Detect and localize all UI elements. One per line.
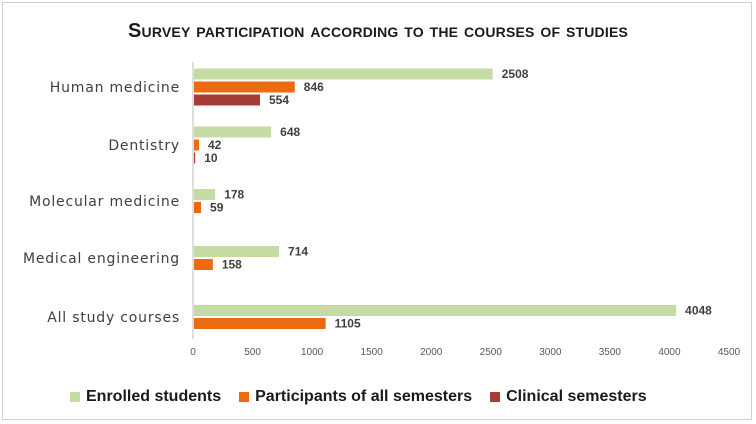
data-label: 158 bbox=[222, 258, 242, 272]
data-label: 59 bbox=[210, 201, 224, 215]
legend-item-enrolled: Enrolled students bbox=[70, 388, 221, 406]
x-tick-label: 3500 bbox=[599, 347, 622, 358]
data-label: 648 bbox=[280, 125, 300, 139]
data-label: 4048 bbox=[685, 304, 712, 318]
x-tick-label: 1000 bbox=[301, 347, 324, 358]
x-tick-label: 1500 bbox=[361, 347, 384, 358]
x-tick-label: 4500 bbox=[718, 347, 741, 358]
legend-swatch-enrolled bbox=[70, 392, 80, 402]
legend-label-participants: Participants of all semesters bbox=[255, 388, 473, 405]
legend-item-clinical: Clinical semesters bbox=[490, 388, 647, 406]
category-label: Medical engineering bbox=[23, 251, 180, 267]
chart-title: Survey participation according to the co… bbox=[127, 20, 629, 42]
x-tick-label: 2500 bbox=[480, 347, 503, 358]
bar-1 bbox=[194, 318, 326, 329]
bar-1 bbox=[194, 259, 213, 270]
data-label: 2508 bbox=[502, 67, 529, 81]
bar-2 bbox=[194, 152, 196, 164]
bar-2 bbox=[194, 94, 260, 106]
bar-0 bbox=[194, 68, 493, 80]
data-label: 178 bbox=[224, 188, 244, 202]
legend-item-participants: Participants of all semesters bbox=[239, 388, 472, 406]
bar-0 bbox=[194, 305, 677, 316]
category-label: Dentistry bbox=[108, 138, 180, 154]
bar-0 bbox=[194, 246, 280, 257]
data-label: 714 bbox=[288, 245, 308, 259]
data-label: 42 bbox=[208, 138, 222, 152]
bar-0 bbox=[194, 189, 216, 200]
bar-1 bbox=[194, 81, 295, 93]
legend: Enrolled students Participants of all se… bbox=[70, 388, 665, 406]
data-label: 846 bbox=[304, 80, 324, 94]
legend-swatch-clinical bbox=[490, 392, 501, 402]
legend-label-enrolled: Enrolled students bbox=[86, 388, 222, 405]
legend-label-clinical: Clinical semesters bbox=[506, 388, 647, 405]
category-label: Molecular medicine bbox=[29, 194, 180, 210]
category-label: All study courses bbox=[47, 310, 180, 326]
data-label: 1105 bbox=[335, 317, 361, 331]
x-tick-label: 500 bbox=[244, 347, 261, 358]
bar-0 bbox=[194, 126, 272, 138]
x-tick-label: 0 bbox=[190, 347, 196, 358]
data-label: 554 bbox=[269, 93, 289, 107]
x-tick-label: 3000 bbox=[539, 347, 562, 358]
legend-swatch-participants bbox=[239, 392, 250, 402]
x-tick-label: 2000 bbox=[420, 347, 443, 358]
data-label: 10 bbox=[204, 151, 218, 165]
category-label: Human medicine bbox=[50, 80, 180, 96]
bar-1 bbox=[194, 139, 200, 151]
x-tick-label: 4000 bbox=[658, 347, 681, 358]
bar-1 bbox=[194, 202, 202, 213]
